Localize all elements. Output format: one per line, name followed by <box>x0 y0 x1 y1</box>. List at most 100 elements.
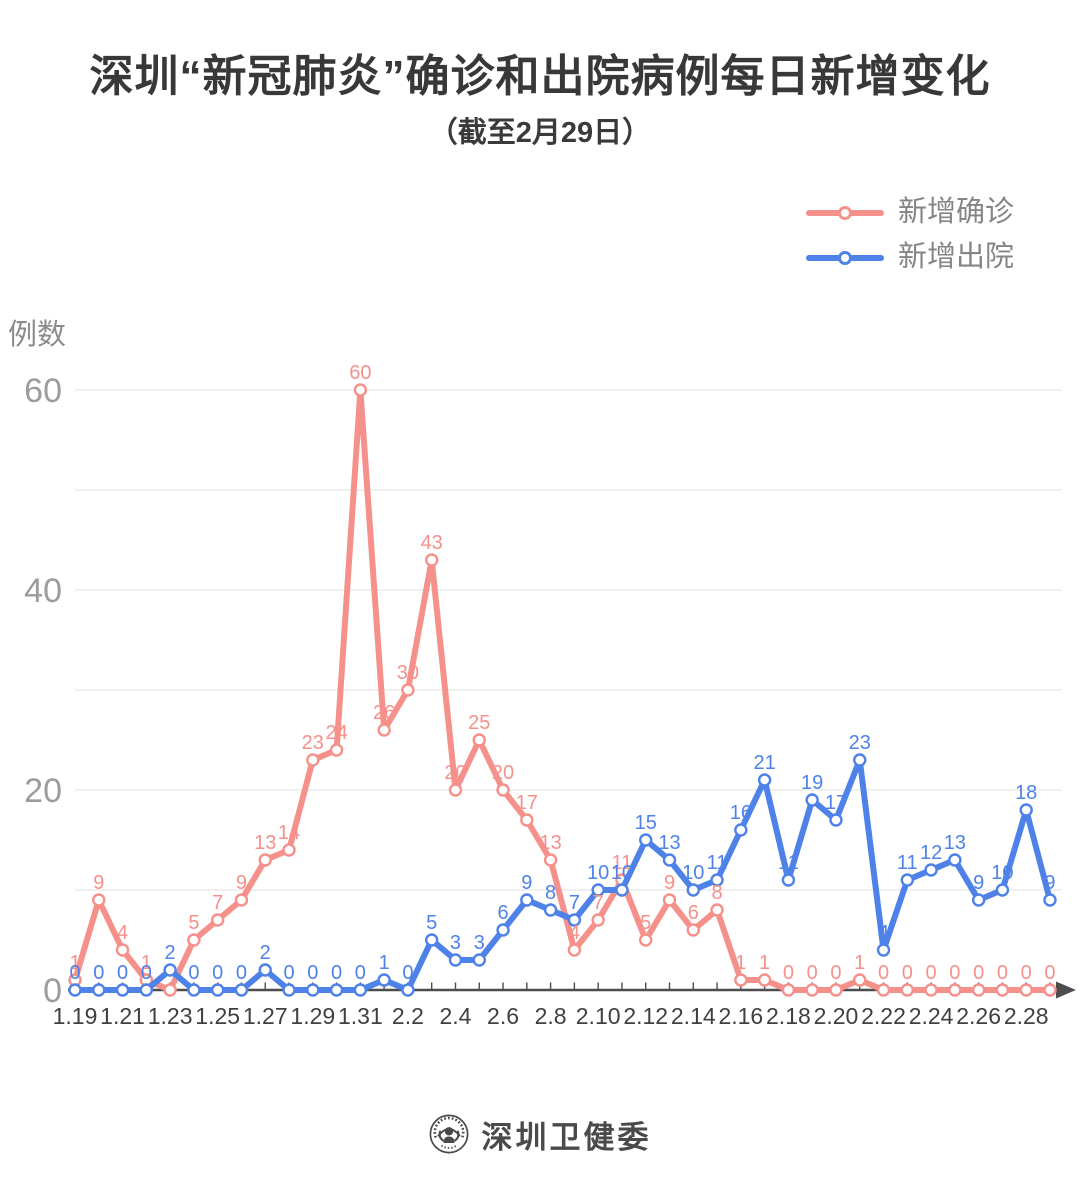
data-point <box>401 683 415 697</box>
data-point <box>258 853 272 867</box>
svg-text:20: 20 <box>492 762 514 784</box>
data-point <box>900 983 914 997</box>
svg-text:2.18: 2.18 <box>766 1003 811 1029</box>
svg-text:7: 7 <box>212 892 223 914</box>
svg-text:0: 0 <box>783 962 794 984</box>
data-point <box>425 553 439 567</box>
svg-text:0: 0 <box>830 962 841 984</box>
data-point <box>187 983 201 997</box>
svg-text:2.16: 2.16 <box>718 1003 763 1029</box>
svg-text:0: 0 <box>236 962 247 984</box>
data-point <box>924 863 938 877</box>
svg-text:0: 0 <box>331 962 342 984</box>
data-point <box>115 943 130 957</box>
svg-text:1.25: 1.25 <box>195 1003 240 1029</box>
svg-text:0: 0 <box>212 962 223 984</box>
svg-text:6: 6 <box>497 902 508 924</box>
svg-text:10: 10 <box>991 862 1013 884</box>
svg-text:60: 60 <box>349 362 371 384</box>
y-axis-labels: 0 20 40 60 <box>24 372 62 1010</box>
data-point <box>353 383 368 397</box>
footer-brand-name: 深圳卫健委 <box>481 1119 652 1155</box>
szhc-logo-icon <box>429 1114 468 1154</box>
svg-text:1.29: 1.29 <box>290 1003 335 1029</box>
svg-text:20: 20 <box>24 772 62 810</box>
svg-text:2.14: 2.14 <box>671 1003 716 1029</box>
data-point <box>520 893 534 907</box>
data-point <box>995 983 1010 997</box>
data-point <box>686 883 700 897</box>
data-point <box>448 783 463 797</box>
data-point <box>448 953 463 967</box>
data-point <box>639 833 653 847</box>
data-point <box>591 883 605 897</box>
data-point <box>306 753 320 767</box>
svg-text:7: 7 <box>569 892 580 914</box>
legend: 新增确诊 新增出院 <box>805 196 1014 288</box>
svg-text:1.23: 1.23 <box>148 1003 193 1029</box>
data-point <box>734 973 748 987</box>
svg-text:1: 1 <box>69 952 80 974</box>
svg-text:1: 1 <box>141 952 152 974</box>
data-point <box>1043 893 1057 907</box>
legend-item-discharged: 新增出院 <box>805 243 1014 272</box>
svg-text:2.12: 2.12 <box>623 1003 668 1029</box>
svg-text:8: 8 <box>711 882 722 904</box>
svg-text:2.24: 2.24 <box>909 1003 954 1029</box>
svg-text:24: 24 <box>325 722 347 744</box>
data-point <box>282 983 296 997</box>
series-confirmed <box>68 383 1057 997</box>
svg-text:2.10: 2.10 <box>576 1003 621 1029</box>
data-point <box>543 853 558 867</box>
svg-text:3: 3 <box>450 932 461 954</box>
data-point <box>520 813 534 827</box>
svg-text:0: 0 <box>355 962 366 984</box>
data-point <box>805 983 819 997</box>
data-point <box>543 903 558 917</box>
svg-text:0: 0 <box>283 962 294 984</box>
data-point <box>306 983 320 997</box>
svg-text:10: 10 <box>587 862 609 884</box>
data-point <box>971 983 986 997</box>
data-point <box>282 843 296 857</box>
data-point <box>686 923 700 937</box>
svg-text:23: 23 <box>849 732 871 754</box>
svg-text:0: 0 <box>878 962 889 984</box>
data-point <box>234 893 249 907</box>
svg-text:1: 1 <box>379 952 390 974</box>
svg-text:0: 0 <box>949 962 960 984</box>
svg-text:13: 13 <box>658 832 680 854</box>
svg-text:0: 0 <box>926 962 937 984</box>
svg-text:20: 20 <box>444 762 466 784</box>
svg-text:10: 10 <box>682 862 704 884</box>
data-point <box>92 983 106 997</box>
footer-brand: 深圳卫健委 <box>0 1112 1080 1156</box>
data-point <box>615 883 629 897</box>
svg-text:9: 9 <box>521 872 532 894</box>
data-point <box>853 753 867 767</box>
data-point <box>924 983 938 997</box>
data-point <box>68 983 82 997</box>
svg-text:40: 40 <box>24 572 62 610</box>
svg-text:5: 5 <box>188 912 199 934</box>
svg-text:8: 8 <box>545 882 556 904</box>
svg-text:0: 0 <box>1021 962 1032 984</box>
chart-subtitle: （截至2月29日） <box>428 117 652 149</box>
data-point <box>496 923 510 937</box>
svg-text:0: 0 <box>973 962 984 984</box>
data-point <box>377 973 391 987</box>
svg-text:18: 18 <box>1015 782 1037 804</box>
legend-label-confirmed: 新增确诊 <box>897 196 1014 228</box>
data-point <box>472 953 486 967</box>
data-point <box>425 933 439 947</box>
data-point <box>829 983 843 997</box>
svg-text:4: 4 <box>117 922 128 944</box>
svg-text:0: 0 <box>307 962 318 984</box>
svg-text:12: 12 <box>920 842 942 864</box>
svg-text:0: 0 <box>141 962 152 984</box>
series-discharged <box>68 753 1057 997</box>
svg-text:1.19: 1.19 <box>53 1003 98 1029</box>
svg-text:11: 11 <box>778 852 799 874</box>
svg-text:6: 6 <box>688 902 699 924</box>
